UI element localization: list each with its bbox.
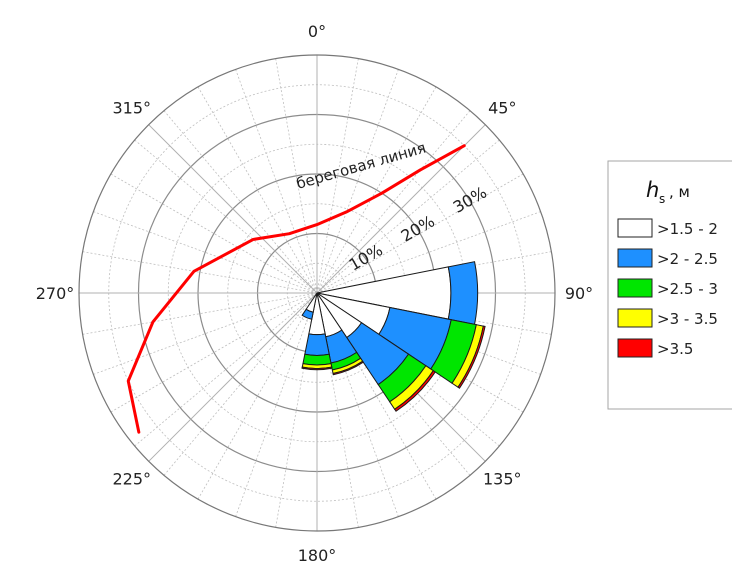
sector-90-series-1 <box>447 261 479 325</box>
sector-135-series-4 <box>393 369 436 412</box>
legend-title: h <box>646 178 659 202</box>
sector-180-series-2 <box>302 353 332 366</box>
legend-entry-0: >1.5 - 2 <box>657 220 718 238</box>
wave-sectors <box>301 261 486 412</box>
grid-spoke-45 <box>316 124 486 294</box>
direction-label-0: 0° <box>308 22 326 41</box>
direction-label-315: 315° <box>112 99 151 118</box>
outer-circle <box>78 54 556 532</box>
ring-label-30: 30% <box>450 183 490 217</box>
sector-180-series-4 <box>301 366 333 371</box>
direction-label-135: 135° <box>483 469 522 488</box>
legend-title-subscript: s <box>659 192 665 206</box>
legend-swatch-4 <box>617 338 653 358</box>
direction-label-45: 45° <box>488 99 516 118</box>
sector-157.5-series-4 <box>332 360 364 376</box>
direction-label-180: 180° <box>298 546 337 565</box>
coastline-line <box>126 144 466 434</box>
sector-202.5-series-1 <box>301 308 314 320</box>
legend-entry-3: >3 - 3.5 <box>657 310 718 328</box>
legend-swatch-2 <box>617 278 653 298</box>
ring-label-20: 20% <box>398 211 438 245</box>
legend-entry-2: >2.5 - 3 <box>657 280 718 298</box>
ring-label-10: 10% <box>346 240 386 274</box>
legend-swatch-0 <box>617 218 653 238</box>
sector-180-series-1 <box>304 333 330 356</box>
legend-entry-1: >2 - 2.5 <box>657 250 718 268</box>
legend-swatch-3 <box>617 308 653 328</box>
direction-label-225: 225° <box>112 469 151 488</box>
direction-label-90: 90° <box>565 284 593 303</box>
legend-unit: , м <box>669 183 690 201</box>
grid-spoke-315 <box>148 124 318 294</box>
legend-swatch-1 <box>617 248 653 268</box>
legend-entry-4: >3.5 <box>657 340 693 358</box>
direction-label-270: 270° <box>36 284 75 303</box>
grid-spoke-225 <box>148 292 318 462</box>
sector-112.5-series-4 <box>457 325 486 389</box>
